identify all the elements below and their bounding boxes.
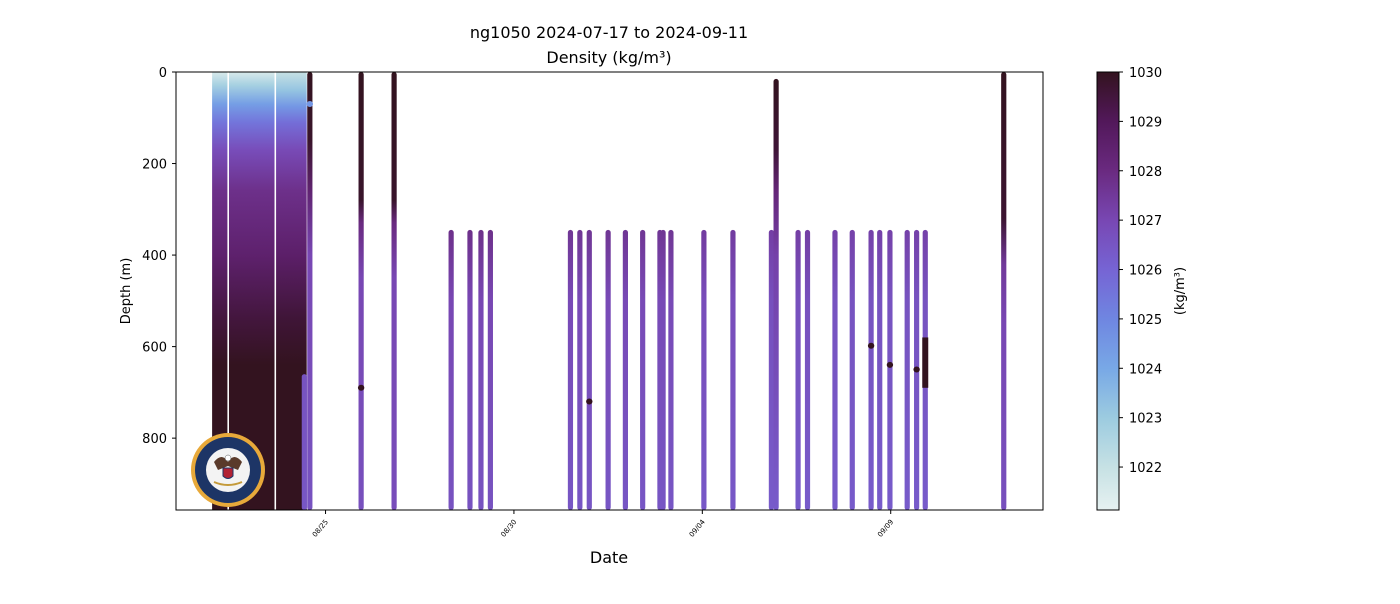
glider-cast [586, 229, 592, 510]
colorbar-tick-label: 1028 [1129, 165, 1162, 180]
density-anomaly [922, 337, 929, 388]
y-axis-label: Depth (m) [119, 258, 134, 325]
colorbar-tick-label: 1022 [1129, 461, 1162, 476]
y-tick-label: 400 [142, 249, 167, 264]
colorbar: 1022 1023 1024 1025 1026 1027 1028 1029 1030 [1096, 66, 1162, 511]
glider-cast [660, 229, 666, 510]
glider-cast [904, 229, 910, 510]
density-anomaly [913, 366, 920, 373]
colorbar-tick-label: 1029 [1129, 115, 1162, 130]
x-axis: 08/25 08/30 09/04 09/09 [311, 510, 895, 539]
glider-cast [605, 229, 611, 510]
profile-block [276, 72, 307, 510]
density-anomaly [306, 101, 314, 108]
y-tick-label: 200 [142, 158, 167, 173]
glider-cast [622, 229, 628, 510]
colorbar-tick-label: 1026 [1129, 264, 1162, 279]
plot-frame [175, 71, 1044, 511]
glider-cast [868, 229, 874, 510]
glider-cast [730, 229, 736, 510]
colorbar-tick-label: 1023 [1129, 412, 1162, 427]
glider-cast [849, 229, 855, 510]
glider-cast [467, 229, 473, 510]
colorbar-tick-label: 1025 [1129, 313, 1162, 328]
glider-cast [391, 72, 397, 510]
us-navy-seal-logo [191, 433, 265, 507]
y-tick-label: 600 [142, 341, 167, 356]
glider-cast [887, 229, 893, 510]
x-tick-label: 09/09 [876, 518, 895, 539]
y-tick-label: 800 [142, 432, 167, 447]
glider-cast [358, 72, 364, 510]
plot-area [212, 72, 1007, 510]
glider-cast [668, 229, 674, 510]
y-axis: 0 200 400 600 800 [142, 66, 176, 447]
colorbar-gradient [1096, 71, 1120, 511]
glider-cast [577, 229, 583, 510]
density-anomaly [357, 384, 365, 391]
glider-cast [448, 229, 454, 510]
chart-subtitle: Density (kg/m³) [546, 48, 671, 67]
glider-cast [795, 229, 801, 510]
profile-block [212, 72, 228, 510]
density-anomaly [867, 342, 875, 349]
colorbar-tick-label: 1024 [1129, 362, 1162, 377]
glider-cast [768, 229, 775, 510]
glider-cast [307, 72, 313, 510]
colorbar-label: (kg/m³) [1173, 267, 1188, 315]
x-tick-label: 08/30 [499, 518, 518, 539]
glider-cast [301, 374, 307, 510]
x-axis-label: Date [590, 548, 628, 567]
density-anomaly [886, 361, 894, 368]
glider-cast [567, 229, 574, 510]
colorbar-tick-label: 1027 [1129, 214, 1162, 229]
glider-cast [832, 229, 838, 510]
glider-cast [487, 229, 493, 510]
glider-cast [773, 78, 779, 510]
glider-cast [804, 229, 811, 510]
colorbar-tick-label: 1030 [1129, 66, 1162, 81]
chart-title: ng1050 2024-07-17 to 2024-09-11 [470, 23, 748, 42]
density-anomaly [586, 398, 593, 405]
glider-cast [1001, 72, 1007, 510]
glider-cast [478, 229, 484, 510]
glider-cast [701, 229, 707, 510]
glider-cast [877, 229, 883, 510]
glider-cast [640, 229, 646, 510]
x-tick-label: 09/04 [688, 518, 707, 539]
y-tick-label: 0 [159, 66, 167, 81]
x-tick-label: 08/25 [311, 518, 330, 539]
